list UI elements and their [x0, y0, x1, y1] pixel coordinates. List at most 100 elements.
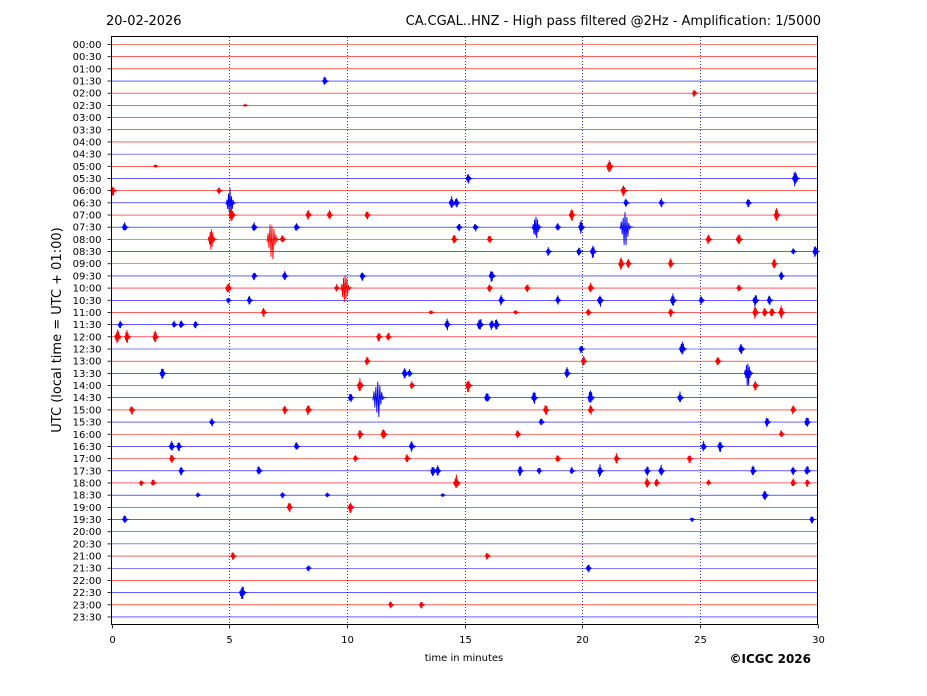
y-tick-label-1830: 18:30	[73, 491, 102, 502]
event-0800-32	[266, 224, 281, 260]
event-1400-102	[409, 381, 416, 389]
event-0700-16	[228, 206, 237, 222]
chart-grid	[229, 37, 701, 624]
event-1230-92	[738, 343, 746, 355]
y-tick-label-1130: 11:30	[73, 320, 102, 331]
event-1100-69	[428, 310, 435, 315]
event-0630-15	[745, 199, 753, 208]
event-0530-6	[792, 171, 801, 187]
y-tick-label-1930: 19:30	[73, 515, 102, 526]
event-1200-87	[152, 330, 160, 343]
y-tick-label-0030: 00:30	[73, 52, 102, 63]
event-0800-31	[207, 229, 218, 250]
event-2100-168	[230, 552, 238, 560]
event-0730-30	[619, 212, 634, 246]
event-0600-9	[620, 185, 629, 197]
event-1600-121	[357, 430, 365, 440]
y-tick-label-1700: 17:00	[73, 454, 102, 465]
event-1730-140	[434, 465, 442, 476]
event-1200-88	[376, 332, 383, 342]
event-1500-111	[129, 406, 136, 415]
event-1100-73	[752, 306, 760, 319]
event-1030-60	[246, 295, 254, 305]
x-axis-label: time in minutes	[425, 653, 504, 664]
event-0630-10	[225, 188, 237, 214]
copyright-notice: ©ICGC 2026	[729, 652, 811, 666]
event-1100-70	[513, 310, 520, 315]
event-1630-129	[700, 440, 708, 452]
event-0900-44	[625, 258, 633, 269]
event-1100-74	[762, 308, 770, 317]
event-0700-18	[326, 209, 334, 220]
y-tick-label-2130: 21:30	[73, 564, 102, 575]
event-1630-125	[168, 440, 176, 451]
event-1330-99	[564, 367, 572, 378]
event-1800-151	[150, 479, 157, 486]
event-1600-122	[380, 429, 389, 439]
y-tick-label-0300: 03:00	[73, 113, 102, 124]
event-1630-127	[293, 442, 301, 450]
event-1700-133	[404, 454, 412, 463]
event-2100-169	[484, 553, 492, 560]
x-tick-label-15: 15	[459, 635, 472, 646]
event-1100-75	[769, 308, 777, 317]
y-tick-label-1500: 15:00	[73, 405, 102, 416]
event-0730-22	[121, 222, 129, 231]
event-1030-59	[225, 297, 232, 304]
event-1530-118	[538, 418, 546, 426]
event-1400-103	[465, 380, 473, 393]
event-1030-67	[766, 295, 774, 305]
y-tick-label-0930: 09:30	[73, 271, 102, 282]
event-1730-148	[790, 466, 797, 475]
event-1730-149	[804, 466, 812, 475]
y-axis-label: UTC (local time = UTC + 01:00)	[50, 227, 65, 432]
event-1530-120	[804, 417, 812, 427]
event-1030-64	[669, 293, 678, 306]
event-1900-164	[347, 502, 355, 514]
event-0930-50	[488, 271, 497, 283]
event-1800-153	[644, 477, 652, 488]
event-1300-94	[580, 355, 588, 366]
event-1200-86	[124, 330, 132, 343]
event-2300-173	[388, 601, 395, 609]
event-2230-172	[239, 586, 248, 600]
y-tick-label-1300: 13:00	[73, 357, 102, 368]
event-1430-110	[677, 391, 685, 402]
event-0830-39	[576, 247, 583, 256]
y-tick-label-0600: 06:00	[73, 186, 102, 197]
event-1030-62	[555, 295, 562, 305]
event-1800-154	[653, 478, 661, 487]
event-0700-19	[364, 211, 372, 220]
event-1000-55	[486, 284, 494, 292]
y-tick-label-2330: 23:30	[73, 612, 102, 623]
y-tick-label-1600: 16:00	[73, 430, 102, 441]
event-0500-4	[606, 160, 615, 173]
event-1630-126	[176, 442, 183, 452]
event-1030-66	[752, 295, 760, 307]
event-1800-156	[790, 478, 797, 487]
event-1700-136	[686, 455, 694, 464]
event-1030-61	[498, 294, 506, 306]
y-tick-label-2030: 20:30	[73, 539, 102, 550]
event-0130-0	[322, 76, 329, 86]
event-0800-36	[705, 234, 713, 245]
event-1430-105	[347, 393, 355, 403]
event-1500-115	[587, 404, 595, 415]
event-1600-123	[515, 430, 522, 439]
event-1830-158	[195, 492, 202, 498]
event-0230-2	[242, 103, 248, 108]
event-1500-113	[305, 405, 313, 416]
y-tick-label-0400: 04:00	[73, 137, 102, 148]
event-0530-5	[465, 173, 473, 184]
event-0930-48	[281, 271, 289, 281]
event-0830-40	[589, 245, 598, 259]
plot-frame	[111, 36, 818, 625]
event-0200-1	[691, 90, 698, 97]
y-tick-label-2100: 21:00	[73, 552, 102, 563]
event-0730-28	[555, 223, 562, 231]
event-0700-21	[773, 208, 781, 221]
event-2300-174	[418, 601, 425, 609]
event-1730-142	[536, 467, 543, 475]
